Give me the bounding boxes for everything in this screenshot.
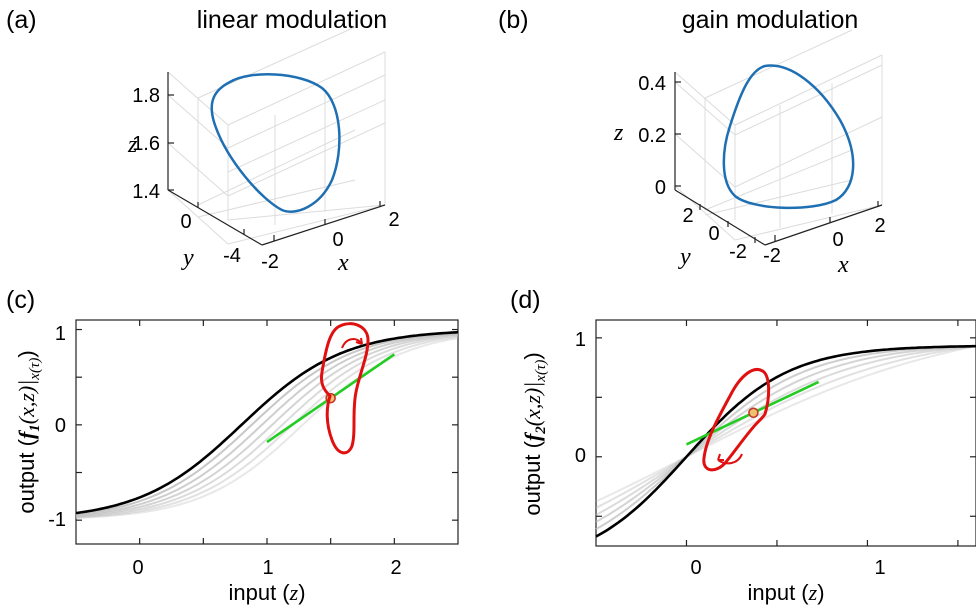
panel-d-operating-point	[748, 407, 759, 419]
panel-a-title: linear modulation	[197, 6, 387, 34]
panel-c-shadow-curve	[75, 337, 459, 519]
panel-c-xtick-2: 2	[390, 557, 401, 579]
panel-c-ylabel: output (f1(x,z)|x(τ))	[14, 350, 43, 513]
panel-d-xtick-1: 1	[874, 557, 885, 579]
panel-d-xlabel: input (z)	[747, 580, 824, 605]
panel-d-main-curve	[595, 344, 976, 538]
panel-d-letter: (d)	[510, 286, 541, 314]
panel-c: (c) 0 1 2 1 0 -1 input (z) output (f1(x,…	[6, 286, 459, 605]
panel-c-main-curve	[75, 330, 459, 515]
panel-c-shadow-curve	[75, 333, 459, 518]
panel-a-x-axis	[261, 204, 386, 246]
panel-d-loop-arrow	[717, 453, 743, 465]
panel-b-ztick-3: 0	[655, 177, 666, 199]
panel-d-ticks	[596, 320, 976, 546]
panel-c-xtick-0: 0	[132, 557, 143, 579]
panel-a-zlabel: z	[127, 132, 138, 158]
panel-d-shadow-curve	[595, 345, 976, 503]
panel-c-ticks	[76, 320, 458, 544]
panel-d: (d) 0 1 1 0 input (z) output (f2(x,z)|x(…	[510, 286, 976, 605]
panel-d-frame	[595, 319, 976, 547]
panel-a-xtick-3: 2	[388, 209, 399, 231]
panel-d-xtick-0: 0	[690, 557, 701, 579]
panel-b-xtick-1: -2	[763, 245, 781, 267]
panel-c-plot-area	[75, 330, 459, 519]
panel-b-xlabel: x	[837, 252, 849, 278]
panel-d-ylabel: output (f2(x,z)|x(τ))	[520, 352, 549, 515]
panel-c-loop	[320, 322, 370, 455]
panel-a-ztick-3: 1.4	[132, 181, 160, 203]
panel-b-ztick-1: 0.4	[638, 73, 666, 95]
panel-b-ytick-1: 2	[682, 205, 693, 227]
panel-c-shadow-curve	[75, 335, 459, 519]
panel-b-y-axis	[674, 189, 766, 246]
panel-b-ytick-2: 0	[708, 223, 719, 245]
panel-a-limit-cycle	[210, 73, 341, 213]
panel-b-zlabel: z	[613, 120, 624, 146]
panel-a-xtick-1: -2	[261, 251, 279, 273]
panel-d-loop	[702, 368, 771, 472]
panel-b-x-axis	[764, 204, 883, 246]
panel-d-shadow-curve	[595, 345, 976, 530]
panel-b-ztick-2: 0.2	[638, 125, 666, 147]
panel-a-xtick-2: 0	[332, 229, 343, 251]
panel-b-xtick-2: 0	[832, 229, 843, 251]
panel-c-ytick-m1: -1	[48, 509, 66, 531]
panel-c-xlabel: input (z)	[228, 580, 305, 605]
panel-d-ytick-0: 0	[575, 445, 586, 467]
panel-b-ylabel: y	[678, 244, 691, 270]
panel-b-limit-cycle	[722, 64, 855, 210]
panel-b-title: gain modulation	[682, 6, 859, 34]
panel-d-shadow-curve	[595, 345, 976, 523]
panel-a-ztick-1: 1.8	[132, 85, 160, 107]
panel-a-letter: (a)	[6, 6, 37, 34]
panel-c-loop-arrow	[341, 337, 363, 349]
panel-c-shadow-curve	[75, 332, 459, 517]
panel-a-ztick-2: 1.6	[132, 133, 160, 155]
panel-c-xtick-1: 1	[262, 557, 273, 579]
panel-b-letter: (b)	[498, 6, 529, 34]
panel-a-y-axis	[167, 189, 263, 246]
panel-a: (a) linear modulation	[6, 6, 400, 276]
panel-c-shadow-curve	[75, 331, 459, 516]
panel-a-3d-grid	[167, 26, 386, 245]
panel-a-xlabel: x	[337, 250, 349, 276]
panel-d-shadow-curve	[595, 345, 976, 509]
panel-a-ylabel: y	[181, 245, 194, 271]
panel-c-ytick-1: 1	[55, 323, 66, 345]
panel-c-shadow-curve	[75, 334, 459, 518]
panel-b-xtick-3: 2	[874, 215, 885, 237]
panel-b-ytick-3: -2	[729, 241, 747, 263]
panel-a-ytick-1: 0	[180, 211, 191, 233]
panel-b: (b) gain modulation 0.4 0.2	[498, 6, 886, 278]
panel-d-ytick-1: 1	[575, 329, 586, 351]
panel-c-letter: (c)	[6, 286, 35, 314]
panel-d-plot-area	[595, 344, 976, 538]
panel-d-shadow-curve	[595, 345, 976, 516]
panel-c-ytick-0: 0	[55, 415, 66, 437]
panel-a-ytick-2: -4	[223, 245, 241, 267]
